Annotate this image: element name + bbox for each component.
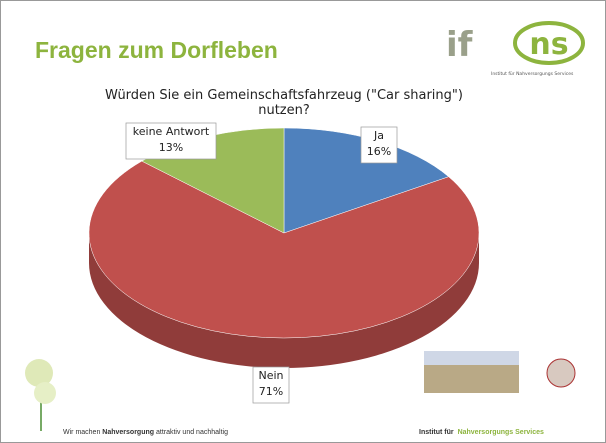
footer-left: Wir machen Nahversorgung attraktiv und n…	[63, 429, 228, 436]
logo-tagline: Institut für Nahversorgungs Services	[491, 71, 574, 77]
value-label: 71%	[259, 385, 283, 398]
chart-title: Würden Sie ein Gemeinschaftsfahrzeug ("C…	[105, 88, 463, 118]
logo-if: if	[446, 25, 474, 65]
category-label: Ja	[373, 129, 384, 142]
slide-title: Fragen zum Dorfleben	[35, 37, 278, 63]
landscape-image	[424, 351, 575, 393]
footer-bold: Nahversorgung	[102, 429, 154, 436]
logo-ns: ns	[529, 27, 568, 62]
footer-text: Institut für	[419, 429, 454, 436]
footer-right: Institut für Nahversorgungs Services	[419, 429, 544, 436]
value-label: 16%	[367, 145, 391, 158]
chart: Fragen zum Dorfleben if ns Institut für …	[1, 1, 605, 442]
category-label: Nein	[258, 369, 283, 382]
category-label: keine Antwort	[133, 125, 210, 138]
tree-image	[25, 359, 56, 431]
footer-text: attraktiv und nachhaltig	[156, 429, 228, 436]
footer-text: Wir machen	[63, 429, 100, 436]
slide: Fragen zum Dorfleben if ns Institut für …	[0, 0, 606, 443]
footer-highlight: Nahversorgungs Services	[458, 429, 544, 436]
value-label: 13%	[159, 141, 183, 154]
